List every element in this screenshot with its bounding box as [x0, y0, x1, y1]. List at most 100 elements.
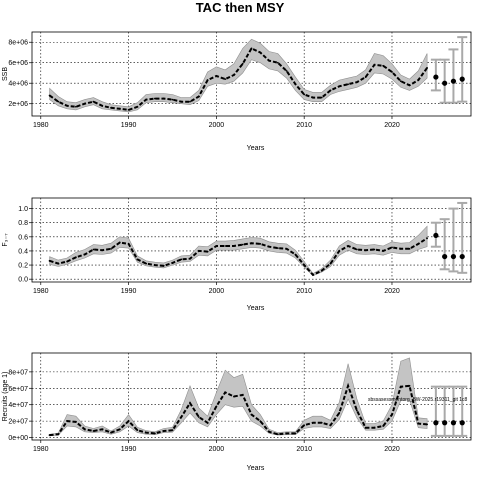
median-point — [312, 421, 314, 424]
x-tick-label: 2020 — [384, 122, 400, 129]
forecast-point — [450, 253, 457, 260]
median-point — [189, 100, 191, 103]
median-point — [259, 420, 262, 423]
median-point — [154, 432, 156, 435]
median-point — [276, 433, 279, 436]
median-point — [171, 98, 174, 101]
median-point — [364, 426, 367, 429]
median-point — [329, 262, 332, 265]
forecast-point — [450, 78, 457, 84]
median-point — [83, 253, 86, 256]
median-point — [224, 391, 227, 394]
median-point — [197, 416, 200, 418]
median-point — [57, 262, 60, 265]
median-line — [49, 47, 428, 111]
median-point — [145, 431, 148, 434]
median-point — [391, 413, 393, 416]
plot-frame — [31, 352, 472, 441]
median-point — [136, 429, 139, 432]
median-point — [373, 248, 376, 251]
y-tick-label: 0e+00 — [8, 435, 28, 442]
x-axis-label: Years — [247, 465, 265, 472]
median-point — [162, 97, 165, 100]
x-tick-label: 1980 — [33, 288, 49, 295]
median-point — [215, 75, 218, 77]
median-point — [92, 100, 95, 103]
median-point — [329, 89, 332, 92]
median-point — [285, 247, 288, 250]
x-tick-label: 1980 — [33, 122, 49, 129]
median-point — [92, 430, 95, 432]
median-point — [408, 84, 411, 87]
median-point — [233, 395, 235, 398]
median-point — [399, 80, 402, 83]
y-tick-label: 0.4 — [18, 248, 28, 255]
forecast-point — [459, 76, 465, 82]
median-point — [312, 96, 314, 99]
median-point — [66, 104, 69, 107]
median-point — [426, 66, 428, 69]
median-point — [118, 241, 121, 244]
y-tick-label: 8e+07 — [8, 369, 28, 376]
median-point — [259, 242, 262, 245]
y-tick-label: 8e+06 — [8, 40, 28, 47]
median-point — [48, 434, 51, 436]
median-point — [408, 384, 411, 387]
median-line — [49, 237, 428, 277]
y-tick-label: 0.0 — [18, 277, 28, 284]
median-point — [399, 247, 402, 250]
median-point — [101, 104, 104, 107]
y-tick-label: 2e+07 — [8, 419, 28, 426]
median-point — [136, 258, 139, 261]
median-point — [180, 416, 183, 418]
median-point — [391, 246, 393, 249]
median-point — [294, 253, 297, 256]
y-tick-label: 0.2 — [18, 263, 28, 270]
median-point — [215, 245, 218, 247]
x-tick-label: 2010 — [296, 122, 312, 129]
median-point — [233, 245, 235, 247]
median-point — [391, 71, 393, 73]
median-point — [382, 425, 385, 427]
chart-panel-ssb: 1980 1990 2000 2010 2020 2e+06 4e+06 6e+06 8e+06… — [2, 31, 472, 152]
median-point — [57, 100, 60, 103]
x-tick-label: 1980 — [33, 446, 49, 453]
x-tick-label: 1990 — [121, 122, 137, 129]
median-point — [180, 100, 183, 103]
median-point — [268, 245, 270, 248]
forecast-point — [459, 253, 465, 260]
y-axis-label: SSB — [2, 67, 9, 81]
median-point — [189, 402, 191, 404]
median-point — [329, 424, 332, 427]
median-point — [92, 248, 95, 251]
median-point — [303, 93, 306, 96]
forecast-point — [442, 253, 448, 260]
x-tick-label: 1990 — [121, 288, 137, 295]
forecast-point — [433, 74, 439, 80]
chart-panels: 1980 1990 2000 2010 2020 2e+06 4e+06 6e+06 8e+06… — [2, 31, 472, 472]
median-point — [426, 423, 428, 426]
median-point — [75, 256, 77, 259]
median-point — [206, 421, 209, 424]
median-point — [224, 78, 227, 81]
median-point — [364, 76, 367, 78]
median-point — [355, 81, 358, 84]
median-point — [189, 257, 191, 260]
y-axis-label: F₃₋₇ — [2, 233, 9, 247]
median-point — [303, 264, 306, 266]
y-tick-label: 2e+06 — [8, 101, 28, 108]
y-tick-label: 4e+06 — [8, 81, 28, 88]
median-point — [382, 250, 385, 252]
median-point — [250, 413, 253, 416]
y-tick-label: 1.0 — [18, 206, 28, 213]
median-line — [49, 382, 428, 437]
median-point — [110, 106, 112, 109]
median-point — [408, 247, 411, 250]
forecast-point — [433, 420, 439, 426]
median-point — [171, 262, 174, 264]
median-point — [320, 96, 323, 99]
median-point — [101, 249, 104, 252]
median-point — [382, 64, 385, 67]
y-tick-label: 4e+07 — [8, 402, 28, 409]
